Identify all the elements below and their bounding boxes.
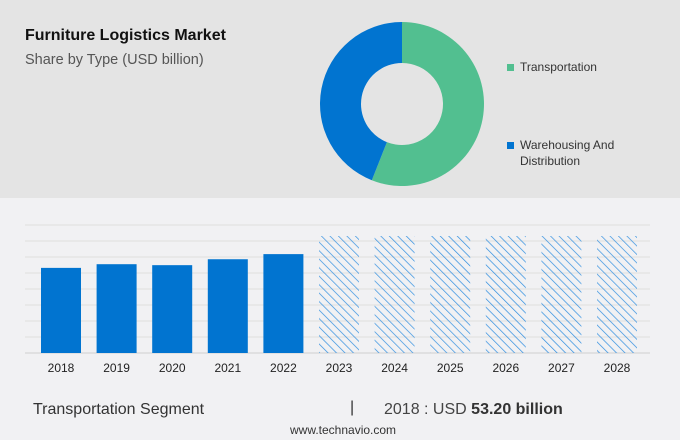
bar-2020 [152,265,193,353]
bar-2021 [207,259,248,353]
bar-forecast-2024 [374,236,415,353]
x-tick-2019: 2019 [103,361,130,375]
bar-forecast-2027 [541,236,582,353]
value: 53.20 billion [471,401,563,418]
x-tick-2018: 2018 [48,361,75,375]
bar-forecast-2025 [430,236,471,353]
bar-forecast-2023 [319,236,359,353]
x-tick-2025: 2025 [437,361,464,375]
legend-transportation: Transportation [520,60,597,74]
donut-chart [319,22,484,186]
x-tick-2022: 2022 [270,361,297,375]
chart-title: Furniture Logistics Market [25,27,226,44]
bar-forecast-2026 [485,236,526,353]
site-link[interactable]: www.technavio.com [290,423,397,437]
x-tick-2027: 2027 [548,361,575,375]
bar-2018 [41,267,81,353]
chart-subtitle: Share by Type (USD billion) [25,52,204,68]
x-tick-2024: 2024 [381,361,408,375]
x-tick-2023: 2023 [326,361,353,375]
bar-2022 [263,254,304,353]
segment-value: 2018 : USD 53.20 billion [384,401,563,419]
x-tick-2028: 2028 [604,361,631,375]
separator: | [350,399,355,416]
legend-swatch-warehousing [507,142,514,149]
x-tick-2020: 2020 [159,361,186,375]
bar-forecast-2028 [597,236,637,353]
legend-warehousing: Warehousing And Distribution [520,138,615,168]
legend-swatch-transportation [507,64,514,71]
x-tick-2026: 2026 [492,361,519,375]
year-label: 2018 : USD [384,401,467,418]
bar-2019 [96,264,137,353]
segment-label: Transportation Segment [33,401,205,418]
donut-slice-0 [371,22,484,186]
donut-slice-1 [319,22,402,181]
x-tick-2021: 2021 [214,361,241,375]
